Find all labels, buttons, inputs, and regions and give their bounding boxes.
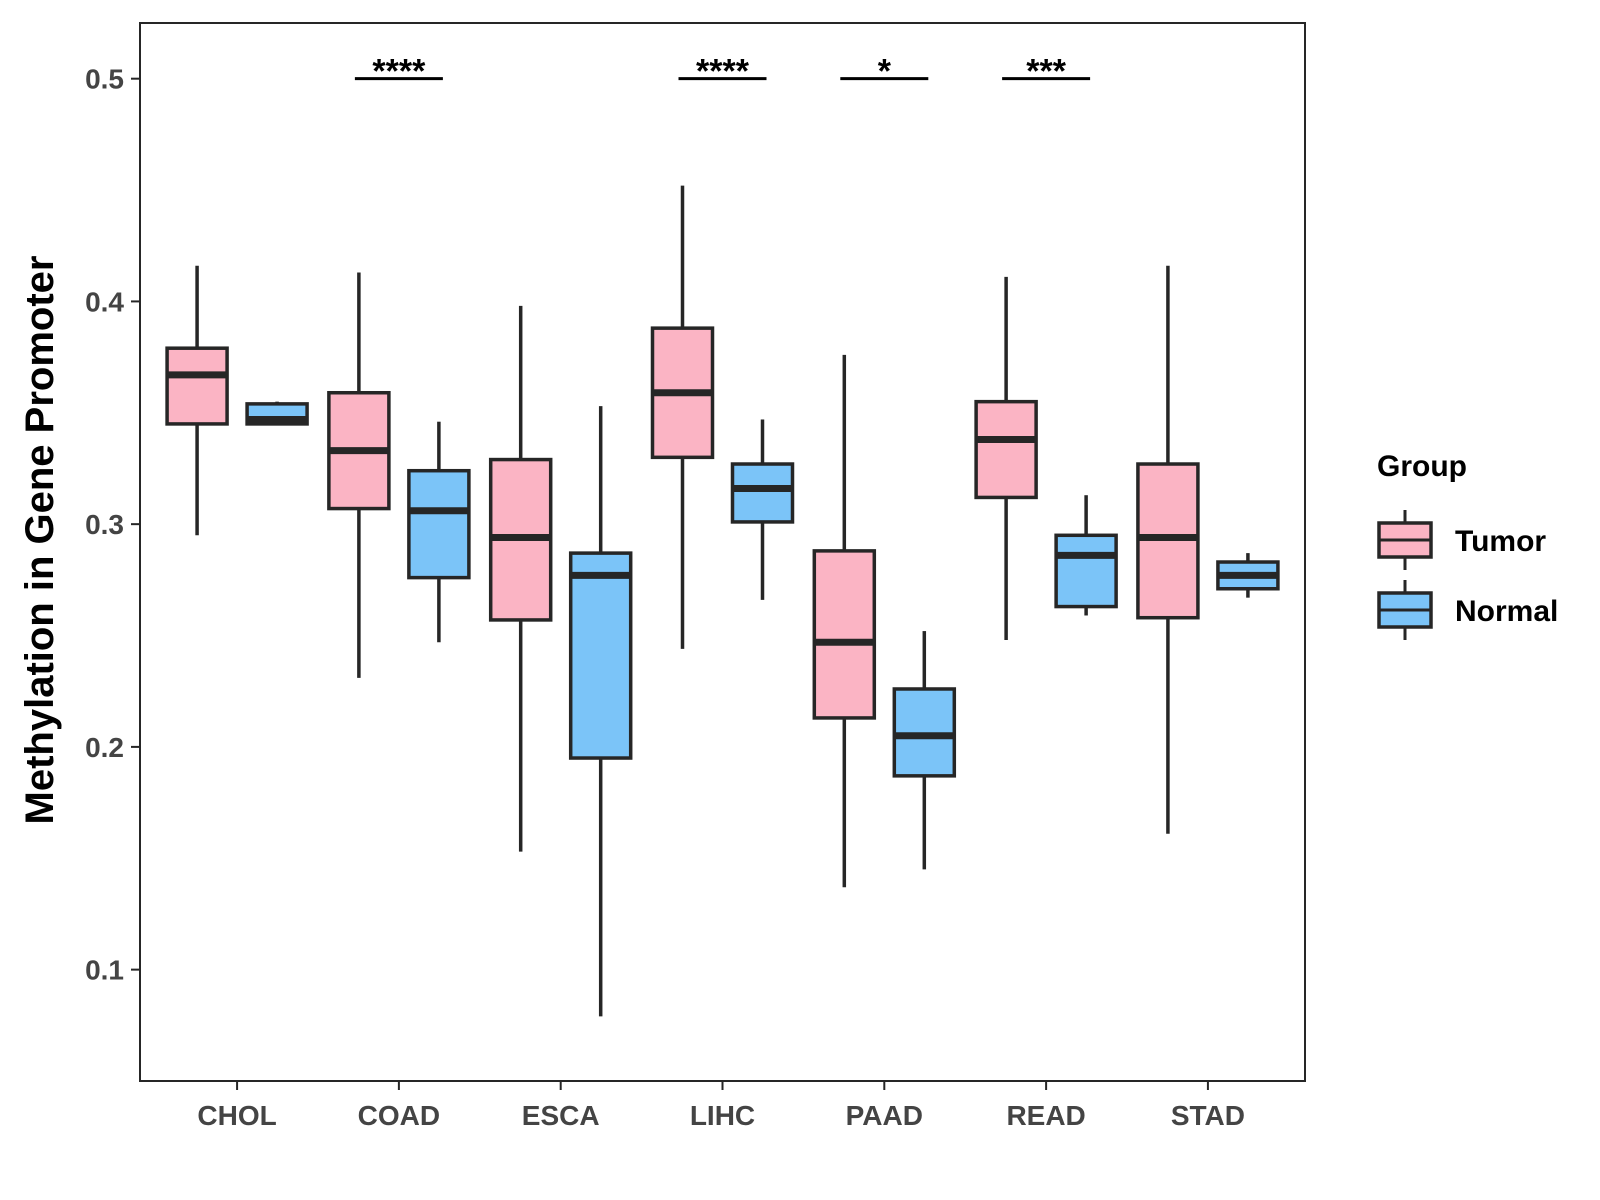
significance-label-lihc: **** xyxy=(696,53,750,91)
y-tick-label: 0.3 xyxy=(85,509,124,540)
y-tick-label: 0.1 xyxy=(85,955,124,986)
plot-area: 0.1 0.2 0.3 0.4 0.5 CHOL COAD ESCA LIHC PAAD READ S… xyxy=(85,22,1306,1131)
box-tumor-paad xyxy=(812,549,877,720)
significance-label-coad: **** xyxy=(372,53,426,91)
legend-title: Group xyxy=(1377,450,1467,483)
x-tick-label-esca: ESCA xyxy=(522,1100,600,1131)
y-tick-label: 0.2 xyxy=(85,732,124,763)
box-normal-lihc xyxy=(730,462,795,524)
x-tick-label-coad: COAD xyxy=(358,1100,440,1131)
x-tick-label-paad: PAAD xyxy=(846,1100,923,1131)
y-tick-label: 0.5 xyxy=(85,64,124,95)
legend: Group Tumor Normal xyxy=(1377,450,1558,640)
legend-label-tumor: Tumor xyxy=(1455,525,1546,558)
x-tick-label-stad: STAD xyxy=(1171,1100,1245,1131)
box-normal-coad xyxy=(407,468,471,580)
box-tumor-read xyxy=(974,399,1038,500)
box-tumor-chol xyxy=(165,346,229,426)
legend-label-normal: Normal xyxy=(1455,595,1558,628)
box-normal-read xyxy=(1054,533,1118,609)
significance-label-read: *** xyxy=(1026,53,1066,91)
box-normal-esca xyxy=(568,551,633,760)
x-tick-label-chol: CHOL xyxy=(197,1100,276,1131)
x-tick-label-lihc: LIHC xyxy=(690,1100,755,1131)
y-tick-label: 0.4 xyxy=(85,286,124,317)
y-axis-title: Methylation in Gene Promoter xyxy=(18,256,62,825)
x-tick-label-read: READ xyxy=(1006,1100,1085,1131)
significance-label-paad: * xyxy=(878,53,892,91)
plot-panel-border xyxy=(139,22,1306,1082)
